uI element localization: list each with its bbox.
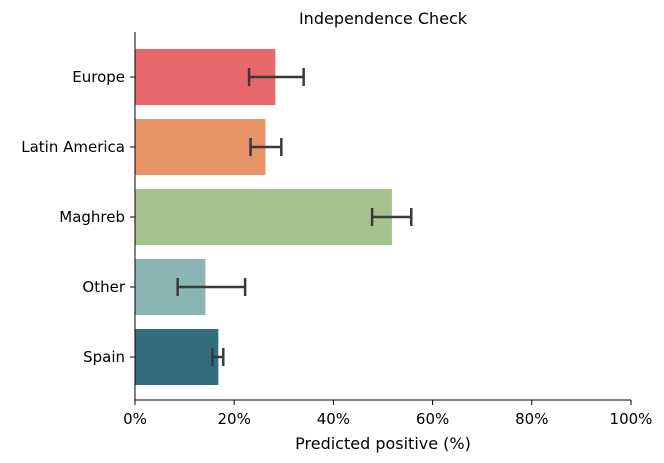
bars-layer — [135, 49, 392, 385]
x-tick-label: 20% — [218, 410, 251, 428]
y-tick-label-europe: Europe — [72, 68, 125, 86]
bar-latin-america — [135, 119, 266, 175]
x-axis-label: Predicted positive (%) — [295, 434, 471, 453]
x-tick-label: 40% — [317, 410, 350, 428]
y-tick-label-latin-america: Latin America — [21, 138, 125, 156]
x-tick-label: 80% — [515, 410, 548, 428]
y-tick-label-other: Other — [82, 278, 125, 296]
x-ticks-layer: 0% 20% 40% 60% 80% 100% — [123, 400, 652, 428]
bar-maghreb — [135, 189, 392, 245]
error-bar-latin-america — [249, 138, 283, 156]
error-bar-europe — [247, 68, 305, 86]
y-tick-label-spain: Spain — [83, 348, 125, 366]
y-tick-label-maghreb: Maghreb — [59, 208, 125, 226]
x-tick-label: 60% — [416, 410, 449, 428]
error-bars-layer — [176, 68, 413, 366]
chart-title: Independence Check — [299, 9, 468, 28]
x-tick-label: 100% — [610, 410, 653, 428]
error-bar-maghreb — [370, 208, 413, 226]
y-ticks-layer: Europe Latin America Maghreb Other Spain — [21, 68, 135, 366]
x-tick-label: 0% — [123, 410, 147, 428]
bar-spain — [135, 329, 219, 385]
error-bar-other — [176, 278, 247, 296]
error-bar-spain — [211, 348, 225, 366]
